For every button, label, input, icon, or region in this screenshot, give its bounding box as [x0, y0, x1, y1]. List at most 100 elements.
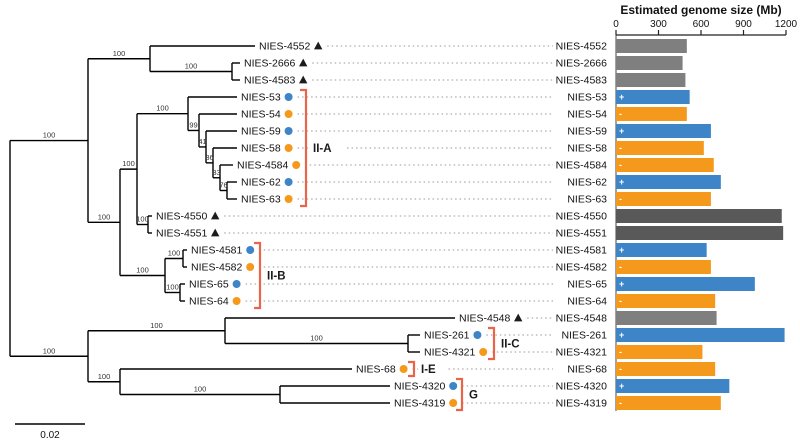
mating-type-minus-icon [449, 399, 458, 407]
axis-tick-label: 600 [693, 19, 710, 30]
bootstrap-value: 100 [122, 159, 135, 168]
genome-size-bar [616, 379, 730, 393]
mating-type-plus-icon [473, 331, 482, 339]
genome-size-bar [616, 311, 717, 325]
clade-label-bg [498, 336, 535, 351]
mating-type-sign: - [619, 398, 622, 408]
mating-type-plus-icon [232, 280, 241, 288]
bar-row-label: NIES-4548 [556, 313, 608, 325]
mating-type-sign: + [619, 92, 624, 102]
bar-row-label: NIES-4581 [556, 245, 608, 257]
bar-row-label: NIES-4550 [556, 211, 608, 223]
bootstrap-value: 36 [205, 153, 213, 162]
bootstrap-value: 100 [43, 346, 56, 355]
bar-row-label: NIES-4551 [556, 228, 608, 240]
bar-row-label: NIES-59 [567, 126, 607, 138]
taxon-label: NIES-4320 [394, 381, 446, 393]
mating-type-sign: - [619, 347, 622, 357]
mating-type-plus-icon [449, 382, 458, 390]
mating-type-sign: - [619, 109, 622, 119]
mating-type-sign: - [619, 296, 622, 306]
genome-size-bar [616, 39, 687, 53]
mating-type-sign: - [619, 143, 622, 153]
taxon-label: NIES-4583 [244, 75, 296, 87]
bootstrap-value: 100 [98, 372, 111, 381]
taxon-label: NIES-59 [241, 126, 281, 138]
mating-type-sign: - [619, 194, 622, 204]
taxon-label: NIES-58 [241, 143, 281, 155]
bar-row-label: NIES-54 [567, 109, 607, 121]
axis-tick-label: 0 [613, 19, 619, 30]
axis-tick-label: 900 [735, 19, 752, 30]
genome-size-bar [616, 124, 711, 138]
genome-size-bar [616, 107, 687, 121]
bootstrap-value: 100 [43, 131, 56, 140]
mating-type-minus-icon [232, 297, 241, 305]
clade-label: G [469, 390, 478, 402]
bar-row-label: NIES-4582 [556, 262, 608, 274]
taxon-label: NIES-261 [424, 330, 470, 342]
genome-size-bar [616, 277, 755, 291]
bar-row-label: NIES-4319 [556, 398, 608, 410]
clade-label-bg [264, 268, 301, 283]
axis-tick-label: 1200 [775, 19, 798, 30]
taxon-label: NIES-4319 [394, 398, 446, 410]
clade-bracket [254, 241, 262, 310]
mating-type-minus-icon [292, 161, 301, 169]
taxon-label: NIES-4582 [191, 262, 243, 274]
bootstrap-value: 100 [168, 249, 181, 258]
taxon-label: NIES-64 [189, 296, 229, 308]
bar-row-label: NIES-64 [567, 296, 607, 308]
clade-label-bg [310, 140, 347, 156]
mating-type-minus-icon [246, 263, 255, 271]
taxon-label: NIES-4548 [459, 313, 511, 325]
mating-type-minus-icon [284, 195, 293, 203]
genome-size-bar [616, 328, 785, 342]
mating-type-plus-icon [284, 127, 293, 135]
taxon-label: NIES-2666 [244, 58, 296, 70]
triangle-marker [211, 211, 220, 220]
axis-tick-label: 300 [650, 19, 667, 30]
genome-size-bar [616, 158, 714, 172]
mating-type-sign: + [619, 177, 624, 187]
genome-size-bar [616, 226, 784, 240]
genome-size-bar [616, 345, 703, 359]
mating-type-minus-icon [284, 110, 293, 118]
bar-row-label: NIES-4321 [556, 347, 608, 359]
bar-row-label: NIES-261 [561, 330, 607, 342]
bootstrap-value: 100 [150, 321, 163, 330]
mating-type-minus-icon [284, 144, 293, 152]
bar-row-label: NIES-4584 [556, 160, 608, 172]
triangle-marker [299, 58, 308, 67]
taxon-label: NIES-4321 [424, 347, 476, 359]
genome-size-bar [616, 90, 690, 104]
genome-size-bar [616, 56, 683, 70]
bar-row-label: NIES-53 [567, 92, 607, 104]
genome-size-bar [616, 73, 686, 87]
clade-label-bg [466, 387, 480, 402]
triangle-marker [299, 75, 308, 84]
bootstrap-value: 76 [219, 181, 227, 190]
mating-type-minus-icon [399, 365, 408, 373]
taxon-label: NIES-4581 [191, 245, 243, 257]
bootstrap-value: 100 [185, 62, 198, 71]
bootstrap-value: 100 [194, 385, 207, 394]
mating-type-sign: + [619, 245, 624, 255]
mating-type-sign: - [619, 262, 622, 272]
bar-row-label: NIES-4552 [556, 41, 608, 53]
genome-size-bar [616, 396, 721, 410]
bar-row-label: NIES-68 [567, 364, 607, 376]
mating-type-plus-icon [284, 178, 293, 186]
clade-bracket [300, 88, 308, 208]
clade-label: II-C [501, 339, 520, 351]
genome-size-bar [616, 294, 716, 308]
bar-row-label: NIES-65 [567, 279, 607, 291]
bar-row-label: NIES-63 [567, 194, 607, 206]
clade-label: I-E [421, 364, 436, 376]
bar-row-label: NIES-62 [567, 177, 607, 189]
mating-type-minus-icon [479, 348, 488, 356]
bootstrap-value: 100 [156, 104, 169, 113]
triangle-marker [211, 228, 220, 237]
